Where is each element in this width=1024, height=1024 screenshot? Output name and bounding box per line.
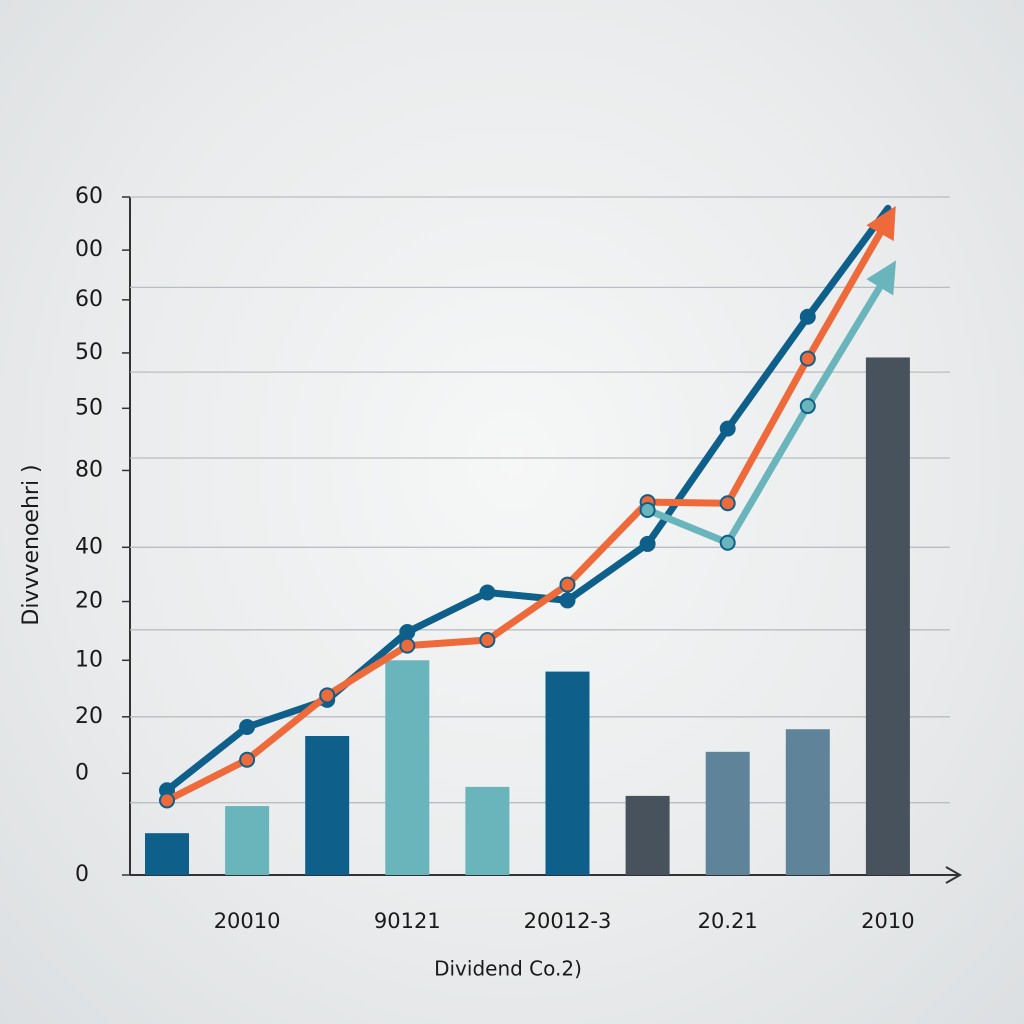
line-point (399, 624, 416, 641)
line-point (479, 584, 496, 601)
y-tick-label: 20 (75, 589, 103, 614)
line-series (163, 205, 896, 804)
x-tick-label: 20010 (214, 909, 281, 933)
line-point (799, 308, 816, 325)
y-tick-label: 60 (75, 184, 103, 209)
x-tick-label: 90121 (374, 909, 441, 933)
line-point (639, 535, 656, 552)
y-tick-label: 50 (75, 340, 103, 365)
line-point (719, 534, 736, 551)
y-tick-label: 0 (75, 760, 89, 785)
x-axis-label: Dividend Co.2) (434, 957, 582, 981)
line-point (239, 718, 256, 735)
bar (705, 751, 750, 875)
line-series (163, 204, 892, 794)
y-tick-label: 60 (75, 287, 103, 312)
line-point (399, 637, 416, 654)
line-point (239, 751, 256, 768)
bar (225, 806, 270, 875)
bar (865, 357, 910, 876)
x-tick-label: 20.21 (698, 909, 758, 933)
bar (145, 833, 189, 875)
x-tick-label: 20012-3 (524, 909, 612, 933)
bar (545, 671, 590, 875)
x-tick-label: 2010 (861, 909, 914, 933)
line-point (159, 792, 175, 809)
bar (385, 660, 430, 875)
y-tick-label: 10 (75, 647, 103, 672)
line-point (719, 420, 736, 437)
y-tick-label: 00 (75, 237, 103, 262)
line-point (559, 576, 576, 593)
y-tick-label: 0 (75, 862, 89, 887)
y-tick-label: 40 (75, 534, 103, 559)
y-tick-label: 80 (75, 457, 103, 482)
y-tick-label: 50 (75, 395, 103, 420)
line-point (719, 495, 736, 512)
y-axis-label: Divvvenoehri ) (19, 464, 44, 625)
line-point (559, 592, 576, 609)
line-series (644, 260, 897, 547)
x-axis-arrow (945, 866, 963, 884)
bar (625, 795, 670, 875)
bar (785, 729, 830, 875)
y-tick-label: 20 (75, 704, 103, 729)
bar (465, 786, 510, 875)
line-point (799, 350, 816, 367)
bar (305, 736, 350, 875)
line-point (639, 502, 656, 519)
line-point (319, 687, 336, 704)
line-point (799, 398, 816, 415)
line-point (479, 631, 496, 648)
